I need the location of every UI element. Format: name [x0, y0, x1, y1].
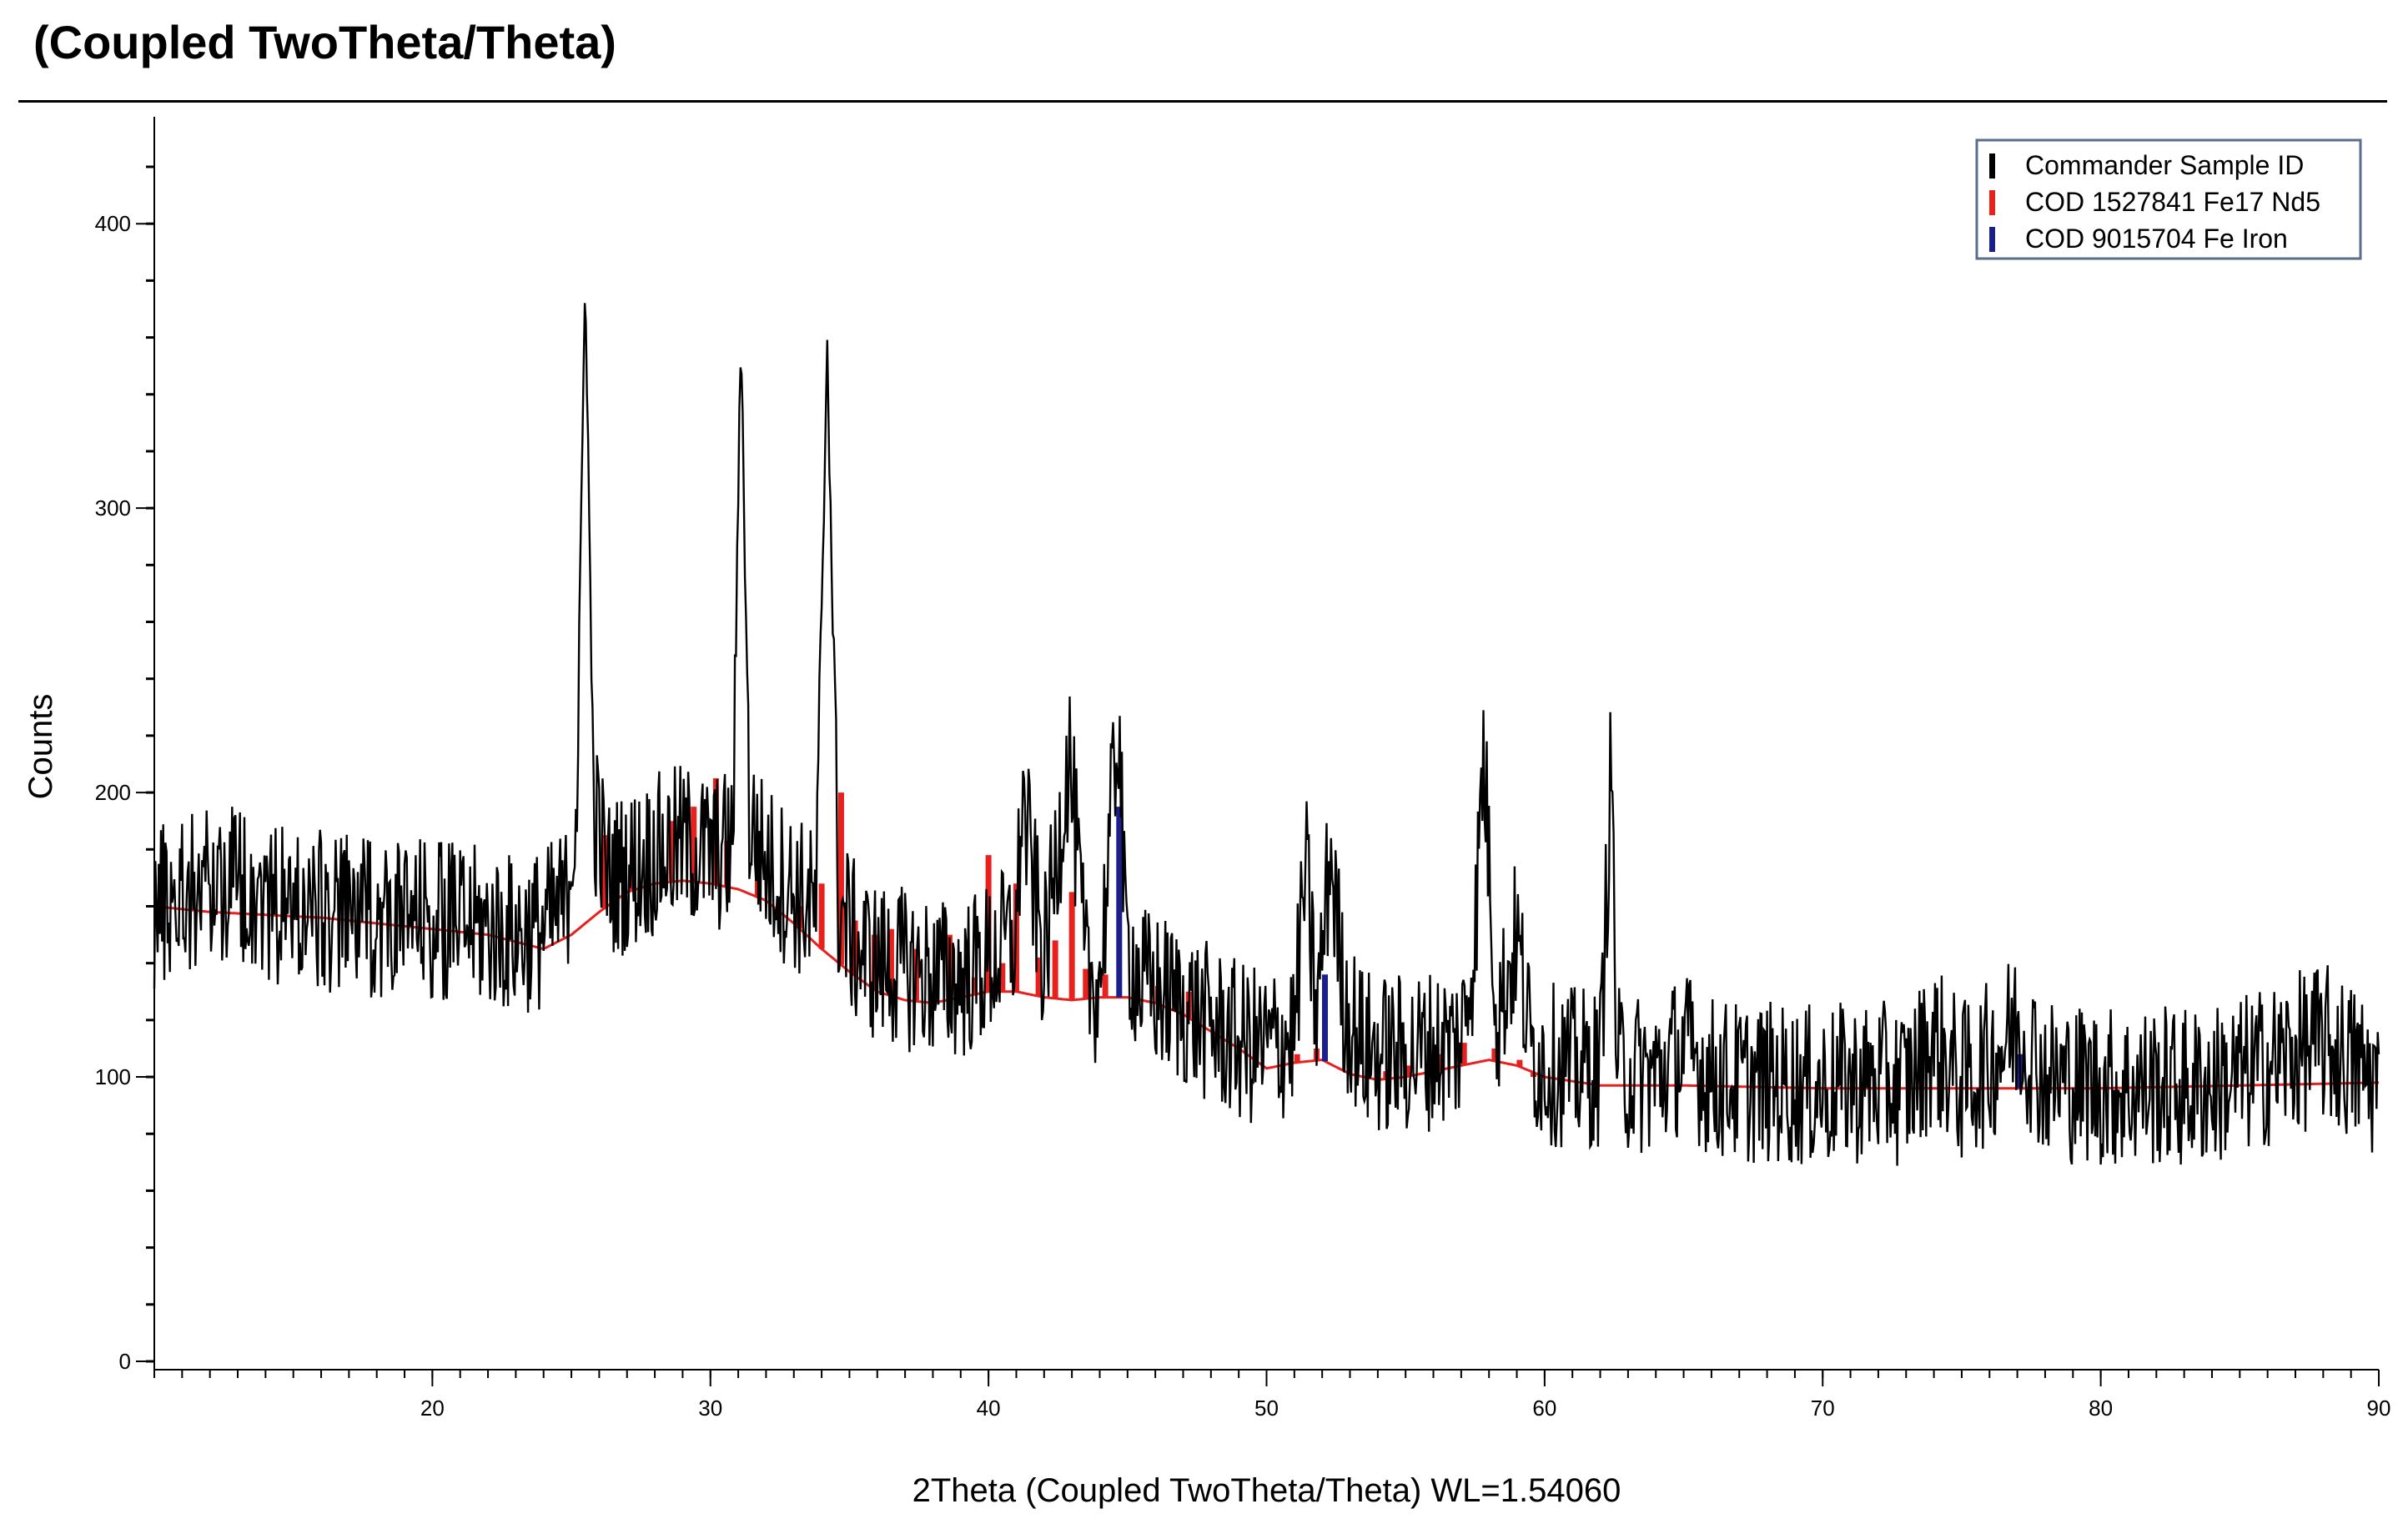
legend-swatch	[1989, 227, 1995, 252]
legend-label: COD 9015704 Fe Iron	[2025, 224, 2288, 254]
legend-swatch	[1989, 153, 1995, 179]
y-tick-label: 100	[95, 1064, 131, 1089]
x-axis: 20 30 40 50 60 70 80 90	[153, 1369, 2391, 1421]
y-tick-label: 0	[119, 1349, 131, 1374]
legend-swatch	[1989, 190, 1995, 215]
x-tick-label: 50	[1254, 1396, 1279, 1421]
data-series	[153, 303, 2380, 1166]
chart-title: (Coupled TwoTheta/Theta)	[33, 16, 616, 68]
legend-label: Commander Sample ID	[2025, 150, 2304, 180]
x-tick-label: 30	[698, 1396, 722, 1421]
x-tick-label: 90	[2367, 1396, 2391, 1421]
x-tick-label: 80	[2089, 1396, 2113, 1421]
x-tick-label: 40	[977, 1396, 1001, 1421]
y-tick-label: 400	[95, 211, 131, 236]
x-tick-label: 70	[1811, 1396, 1835, 1421]
legend: Commander Sample ID COD 1527841 Fe17 Nd5 C…	[1975, 138, 2362, 260]
legend-label: COD 1527841 Fe17 Nd5	[2025, 187, 2320, 217]
measured-pattern-line	[153, 303, 2380, 1166]
y-axis: 0 100 200 300 400	[95, 117, 155, 1374]
x-tick-label: 20	[420, 1396, 445, 1421]
y-tick-label: 300	[95, 495, 131, 521]
legend-items: Commander Sample ID COD 1527841 Fe17 Nd5 C…	[1989, 150, 2320, 254]
y-tick-label: 200	[95, 780, 131, 805]
legend-box	[1975, 138, 2362, 260]
title-divider	[18, 100, 2387, 103]
x-axis-label: 2Theta (Coupled TwoTheta/Theta) WL=1.540…	[912, 1472, 1621, 1509]
x-tick-label: 60	[1532, 1396, 1556, 1421]
y-axis-label: Counts	[23, 694, 59, 800]
